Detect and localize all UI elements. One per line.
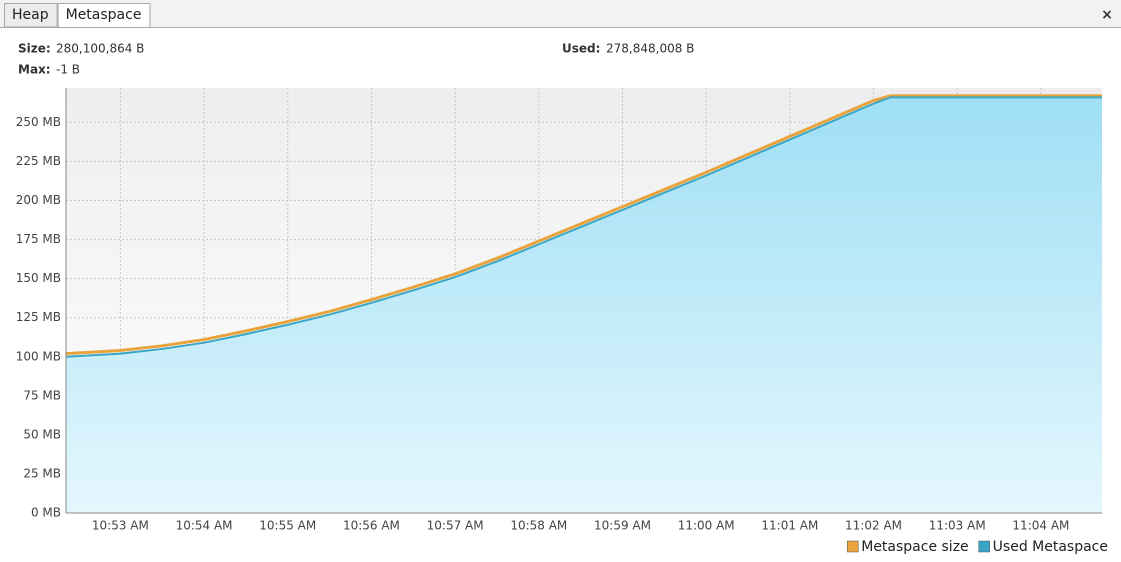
x-tick-label: 10:57 AM [427, 519, 484, 533]
x-tick-label: 11:00 AM [678, 519, 735, 533]
x-tick-label: 11:03 AM [929, 519, 986, 533]
x-tick-label: 10:55 AM [259, 519, 316, 533]
x-tick-label: 11:01 AM [761, 519, 818, 533]
close-button[interactable]: × [1101, 7, 1113, 23]
x-tick-label: 11:04 AM [1012, 519, 1069, 533]
series-line [65, 96, 1102, 358]
y-tick-label: 150 MB [16, 271, 61, 285]
tab[interactable] [4, 3, 58, 28]
y-tick-label: 225 MB [16, 154, 61, 168]
max-value: -1 B [56, 63, 80, 77]
used-value: 278,848,008 B [606, 42, 694, 56]
x-tick-label: 10:59 AM [594, 519, 651, 533]
legend-swatch [978, 540, 990, 553]
size-label: Size: [18, 42, 51, 56]
size-value: 280,100,864 B [56, 42, 144, 56]
y-tick-label: 250 MB [16, 115, 61, 129]
tab[interactable] [57, 3, 151, 28]
x-tick-label: 10:54 AM [176, 519, 233, 533]
legend-swatch [846, 540, 859, 553]
y-tick-label: 75 MB [23, 388, 61, 402]
y-tick-label: 200 MB [16, 193, 61, 207]
y-tick-label: 125 MB [16, 310, 61, 324]
legend-label: Used Metaspace [993, 539, 1108, 555]
used-label: Used: [562, 42, 600, 56]
tab-bar [0, 0, 1121, 28]
y-tick-label: 175 MB [16, 232, 61, 246]
legend-label: Metaspace size [861, 539, 968, 555]
y-tick-label: 25 MB [23, 466, 61, 480]
x-tick-label: 10:56 AM [343, 519, 400, 533]
series-line [65, 94, 1102, 356]
tab-label[interactable]: Metaspace [66, 7, 142, 23]
tab-label[interactable]: Heap [12, 7, 49, 23]
max-label: Max: [18, 63, 51, 77]
y-tick-label: 50 MB [23, 427, 61, 441]
x-tick-label: 10:58 AM [510, 519, 567, 533]
area-fill [66, 97, 1102, 513]
x-tick-label: 11:02 AM [845, 519, 902, 533]
y-tick-label: 0 MB [31, 506, 61, 520]
x-tick-label: 10:53 AM [92, 519, 149, 533]
y-tick-label: 100 MB [16, 349, 61, 363]
